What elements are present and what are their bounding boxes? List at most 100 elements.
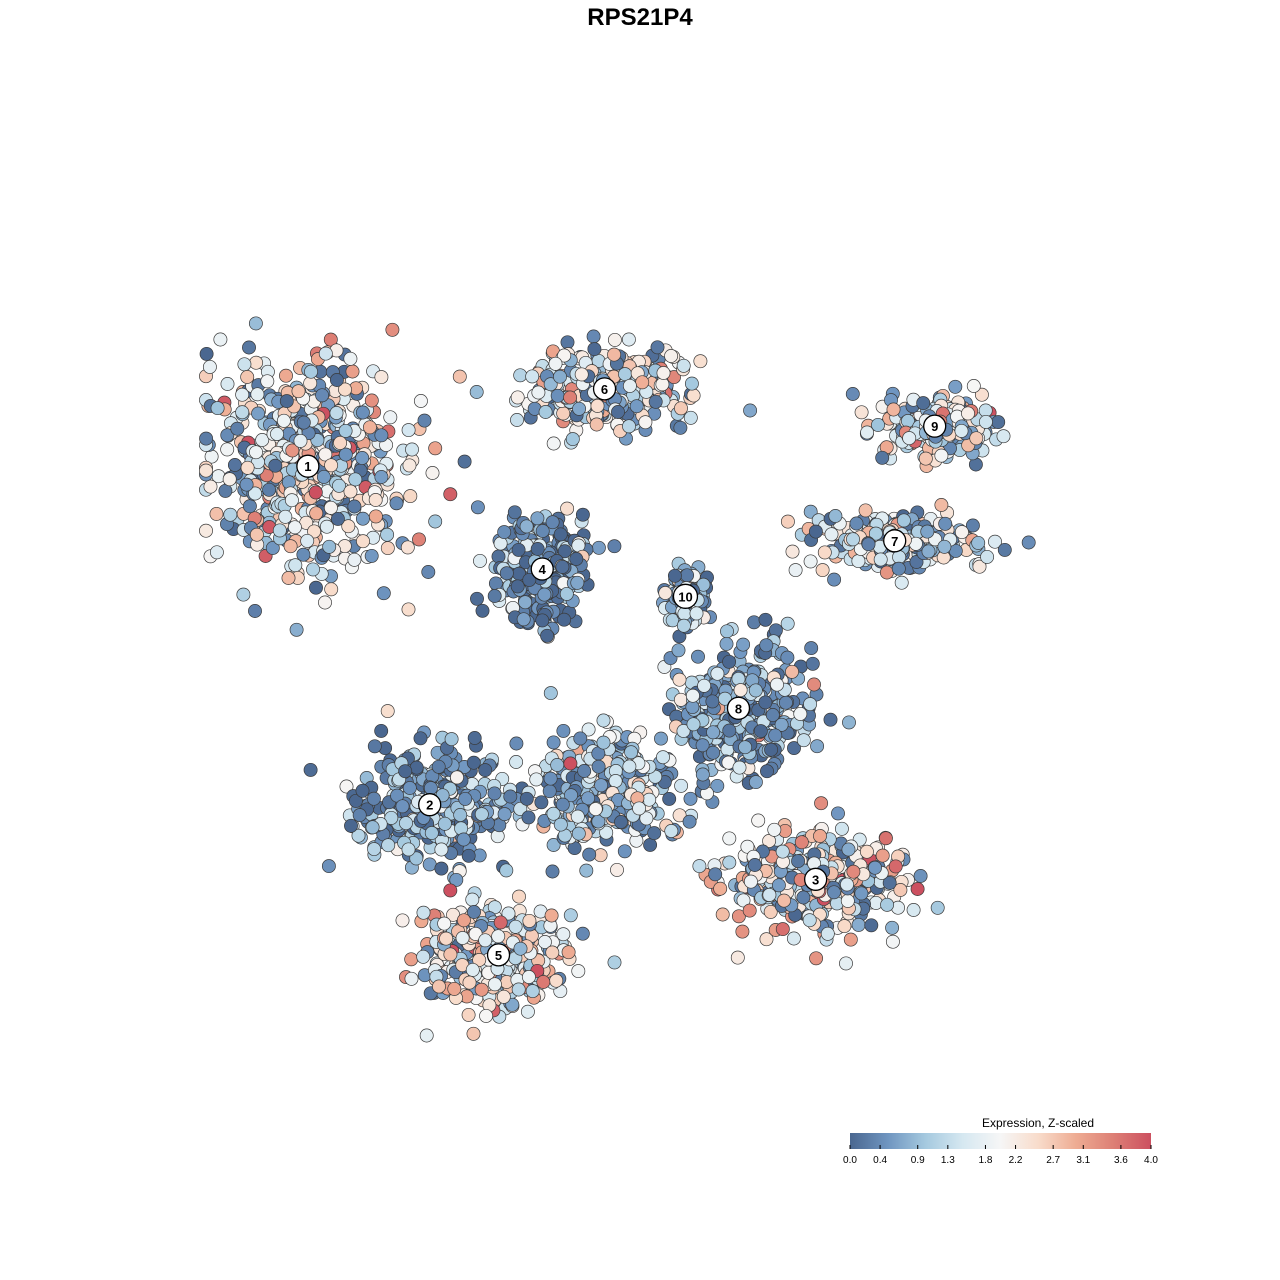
cell-point bbox=[381, 838, 396, 853]
cell-point bbox=[422, 857, 437, 872]
cell-point bbox=[894, 575, 909, 590]
cell-point bbox=[843, 932, 858, 947]
cell-point bbox=[607, 955, 622, 970]
cell-point bbox=[316, 469, 331, 484]
cell-point bbox=[284, 493, 299, 508]
cell-point bbox=[416, 949, 431, 964]
cell-point bbox=[543, 686, 558, 701]
cell-point bbox=[581, 722, 596, 737]
cell-point bbox=[497, 807, 512, 822]
cell-point bbox=[849, 516, 864, 531]
cell-point bbox=[697, 678, 712, 693]
cluster-label-badge bbox=[486, 943, 511, 967]
cell-point bbox=[854, 886, 869, 901]
cell-point bbox=[400, 540, 415, 555]
cell-point bbox=[803, 697, 818, 712]
cell-point bbox=[758, 612, 773, 627]
cell-point bbox=[764, 742, 779, 757]
cell-point bbox=[608, 774, 623, 788]
cell-point bbox=[860, 425, 875, 440]
cell-point bbox=[748, 683, 763, 698]
cell-point bbox=[249, 527, 264, 542]
cell-point bbox=[453, 808, 468, 822]
cell-point bbox=[543, 377, 558, 392]
cell-point bbox=[385, 322, 400, 337]
cell-point bbox=[705, 694, 720, 709]
cell-point bbox=[242, 340, 256, 355]
cell-point bbox=[413, 731, 428, 746]
cell-point bbox=[510, 413, 524, 427]
cell-point bbox=[530, 542, 545, 556]
cell-point bbox=[330, 511, 345, 526]
cell-point bbox=[814, 796, 829, 811]
cell-point bbox=[787, 741, 801, 756]
cell-point bbox=[450, 770, 464, 785]
cell-point bbox=[444, 732, 459, 747]
cell-point bbox=[399, 816, 413, 831]
cell-point bbox=[522, 572, 537, 587]
cell-point bbox=[635, 375, 650, 390]
cluster-label-badge bbox=[530, 557, 554, 581]
cell-point bbox=[546, 735, 561, 750]
cell-point bbox=[478, 763, 493, 778]
cell-point bbox=[954, 525, 969, 540]
cell-point bbox=[209, 506, 224, 521]
cell-point bbox=[614, 815, 628, 829]
cell-point bbox=[242, 499, 257, 514]
cell-point bbox=[588, 802, 603, 817]
cell-point bbox=[434, 861, 449, 876]
cell-point bbox=[519, 791, 534, 806]
cell-point bbox=[443, 947, 458, 962]
cell-point bbox=[474, 807, 489, 822]
cell-point bbox=[807, 677, 821, 692]
cell-point bbox=[403, 489, 418, 504]
cell-point bbox=[896, 513, 911, 528]
cell-point bbox=[706, 725, 721, 740]
cell-point bbox=[384, 810, 399, 825]
cell-point bbox=[879, 565, 894, 580]
cell-point bbox=[607, 539, 622, 554]
cell-point bbox=[972, 559, 987, 574]
cell-point bbox=[587, 342, 602, 357]
cluster-label-5: 5 bbox=[486, 943, 511, 967]
cell-point bbox=[719, 636, 734, 651]
cell-point bbox=[563, 390, 578, 405]
cell-point bbox=[767, 822, 782, 837]
cell-point bbox=[343, 351, 358, 366]
cell-point bbox=[780, 650, 795, 665]
cell-point bbox=[447, 981, 462, 996]
cell-point bbox=[570, 575, 585, 590]
cell-point bbox=[573, 731, 588, 746]
cell-point bbox=[733, 683, 748, 698]
cell-point bbox=[545, 864, 560, 879]
cell-point bbox=[421, 565, 436, 579]
cell-point bbox=[209, 545, 224, 560]
cell-point bbox=[803, 504, 818, 519]
cell-point bbox=[545, 515, 560, 530]
cell-point bbox=[437, 916, 452, 931]
cell-point bbox=[886, 402, 901, 417]
cell-point bbox=[409, 851, 424, 866]
cell-point bbox=[916, 396, 931, 411]
cell-point bbox=[544, 908, 559, 923]
cell-point bbox=[542, 784, 557, 799]
cell-point bbox=[882, 875, 897, 890]
cell-point bbox=[808, 524, 823, 539]
cell-point bbox=[695, 738, 710, 753]
cell-point bbox=[412, 532, 426, 547]
cluster-label-badge bbox=[923, 414, 947, 438]
cell-point bbox=[348, 793, 363, 808]
cell-point bbox=[730, 950, 745, 965]
cell-point bbox=[455, 931, 470, 945]
cell-point bbox=[607, 332, 622, 347]
cell-point bbox=[686, 717, 701, 732]
cell-point bbox=[380, 541, 395, 556]
cell-point bbox=[367, 739, 382, 754]
cluster-label-text: 6 bbox=[601, 382, 608, 397]
cell-point bbox=[530, 511, 545, 526]
cell-point bbox=[834, 821, 849, 836]
cell-point bbox=[235, 387, 250, 402]
cell-point bbox=[906, 903, 921, 917]
cell-point bbox=[622, 419, 636, 434]
cluster-label-text: 2 bbox=[426, 798, 433, 813]
